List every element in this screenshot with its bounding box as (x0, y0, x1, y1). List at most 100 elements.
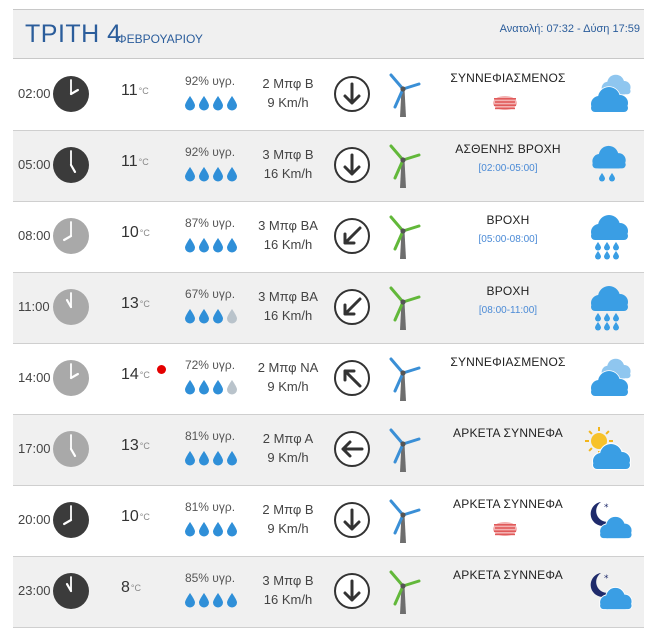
wind-speed: 16 Km/h (263, 592, 313, 607)
row-wind: 2 Μπφ Α 9 Km/h (248, 429, 328, 467)
row-wind: 2 Μπφ Β 9 Km/h (248, 500, 328, 538)
moon-cloud-icon: * (590, 502, 633, 539)
forecast-row-1400[interactable]: 14:00 14°C 72% υγρ. 2 Μπφ ΝΑ 9 Km/h ΣΥΝΝ… (13, 344, 644, 415)
temperature-unit: °C (130, 583, 142, 593)
forecast-row-2000[interactable]: 20:00 10°C 81% υγρ. 2 Μπφ Β 9 Km/h ΑΡΚΕΤ… (13, 486, 644, 557)
drop-icon (185, 522, 195, 537)
wind-direction-icon (334, 360, 370, 396)
drop-icon (185, 238, 195, 253)
row-wind: 3 Μπφ Β 16 Km/h (248, 145, 328, 183)
forecast-row-0800[interactable]: 08:00 10°C 87% υγρ. 3 Μπφ ΒΑ 16 Km/h ΒΡΟ… (13, 202, 644, 273)
row-wind: 3 Μπφ Β 16 Km/h (248, 571, 328, 609)
forecast-row-2300[interactable]: 23:00 8°C 85% υγρ. 3 Μπφ Β 16 Km/h ΑΡΚΕΤ… (13, 557, 644, 628)
wind-direction-icon (334, 573, 370, 609)
windmill-icon (389, 286, 421, 330)
temperature-unit: °C (139, 512, 150, 522)
drop-icon (227, 451, 237, 466)
row-temperature: 14°C (121, 366, 150, 384)
drop-icon (185, 593, 195, 608)
wind-speed: 16 Km/h (263, 237, 313, 252)
forecast-row-1100[interactable]: 11:00 13°C 67% υγρ. 3 Μπφ ΒΑ 16 Km/h ΒΡΟ… (13, 273, 644, 344)
row-temperature: 10°C (121, 508, 150, 526)
drop-icon (227, 238, 237, 253)
row-humidity: 67% υγρ. (184, 287, 236, 301)
row-condition: ΣΥΝΝΕΦΙΑΣΜΕΝΟΣ (450, 355, 566, 369)
humidity-drops-icon (185, 380, 237, 395)
humidity-drops-icon (185, 167, 237, 182)
drop-icon (199, 167, 209, 182)
light-rain-icon (592, 145, 626, 182)
drop-icon (213, 451, 223, 466)
drop-icon (213, 309, 223, 324)
humidity-drops-icon (185, 96, 237, 111)
temperature-unit: °C (139, 228, 150, 238)
temperature-unit: °C (138, 86, 149, 96)
wind-direction-icon (334, 431, 370, 467)
row-time: 20:00 (18, 512, 51, 527)
windmill-icon (389, 357, 421, 401)
drop-icon (199, 451, 209, 466)
wind-speed: 16 Km/h (263, 308, 313, 323)
row-temperature: 11°C (121, 153, 149, 171)
drop-icon (227, 96, 237, 111)
wind-force: 3 Μπφ Β (262, 147, 314, 162)
temperature-value: 10 (121, 224, 139, 241)
row-wind: 2 Μπφ ΝΑ 9 Km/h (248, 358, 328, 396)
row-condition: ΒΡΟΧΗ (486, 213, 530, 227)
wind-speed: 9 Km/h (267, 95, 309, 110)
wind-speed: 9 Km/h (267, 379, 309, 394)
clock-icon (53, 218, 89, 254)
wind-force: 3 Μπφ ΒΑ (258, 289, 318, 304)
month-label: ΦΕΒΡΟΥΑΡΙΟΥ (117, 32, 203, 46)
row-condition: ΑΣΘΕΝΗΣ ΒΡΟΧΗ (455, 142, 561, 156)
row-wind: 3 Μπφ ΒΑ 16 Km/h (248, 216, 328, 254)
row-condition: ΑΡΚΕΤΑ ΣΥΝΝΕΦΑ (453, 426, 563, 440)
row-period: [08:00-11:00] (478, 305, 538, 316)
wind-force: 2 Μπφ Α (262, 431, 314, 446)
humidity-drops-icon (185, 451, 237, 466)
row-time: 17:00 (18, 441, 51, 456)
clock-icon (53, 289, 89, 325)
cloudy-icon (590, 358, 631, 397)
humidity-drops-icon (185, 309, 237, 324)
clock-icon (53, 431, 89, 467)
row-period: [05:00-08:00] (478, 234, 538, 245)
row-humidity: 92% υγρ. (184, 74, 236, 88)
windmill-icon (389, 144, 421, 188)
forecast-row-1700[interactable]: 17:00 13°C 81% υγρ. 2 Μπφ Α 9 Km/h ΑΡΚΕΤ… (13, 415, 644, 486)
fog-icon (493, 522, 517, 536)
clock-icon (53, 573, 89, 609)
row-humidity: 85% υγρ. (184, 571, 236, 585)
windmill-icon (389, 570, 421, 614)
drop-icon (227, 309, 237, 324)
row-humidity: 87% υγρ. (184, 216, 236, 230)
row-time: 11:00 (18, 299, 50, 314)
row-condition: ΣΥΝΝΕΦΙΑΣΜΕΝΟΣ (450, 71, 566, 85)
drop-icon (185, 380, 195, 395)
sunrise-sunset: Ανατολή: 07:32 - Δύση 17:59 (499, 23, 640, 35)
drop-icon (185, 96, 195, 111)
drop-icon (213, 380, 223, 395)
temperature-value: 10 (121, 508, 139, 525)
drop-icon (199, 522, 209, 537)
row-time: 08:00 (18, 228, 51, 243)
wind-speed: 16 Km/h (263, 166, 313, 181)
cloudy-icon (590, 74, 631, 113)
wind-speed: 9 Km/h (267, 450, 309, 465)
row-time: 14:00 (18, 370, 51, 385)
wind-direction-icon (334, 147, 370, 183)
drop-icon (199, 593, 209, 608)
forecast-row-0200[interactable]: 02:00 11°C 92% υγρ. 2 Μπφ Β 9 Km/h ΣΥΝΝΕ… (13, 60, 644, 131)
day-header: ΤΡΙΤΗ 4 ΦΕΒΡΟΥΑΡΙΟΥ Ανατολή: 07:32 - Δύσ… (13, 9, 644, 59)
drop-icon (227, 522, 237, 537)
row-temperature: 8°C (121, 579, 141, 597)
row-wind: 3 Μπφ ΒΑ 16 Km/h (248, 287, 328, 325)
clock-icon (53, 147, 89, 183)
drop-icon (185, 167, 195, 182)
wind-force: 2 Μπφ Β (262, 502, 314, 517)
temperature-unit: °C (138, 157, 149, 167)
forecast-row-0500[interactable]: 05:00 11°C 92% υγρ. 3 Μπφ Β 16 Km/h ΑΣΘΕ… (13, 131, 644, 202)
drop-icon (199, 309, 209, 324)
temperature-value: 14 (121, 366, 139, 383)
svg-text:*: * (604, 503, 609, 513)
